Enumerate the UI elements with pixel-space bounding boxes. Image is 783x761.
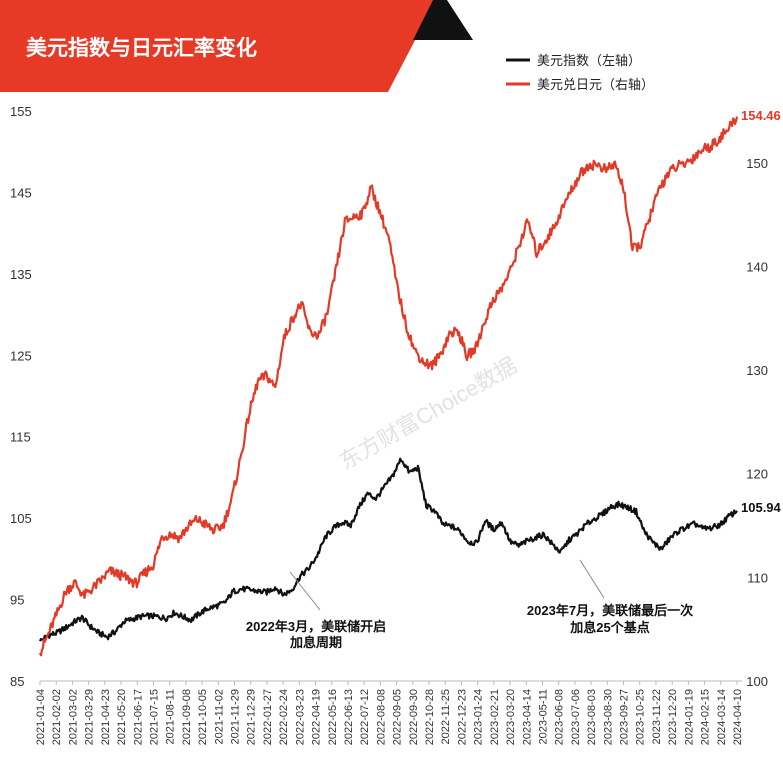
x-tick-label: 2022-08-08	[375, 689, 387, 745]
chart-title: 美元指数与日元汇率变化	[26, 36, 257, 60]
x-tick-label: 2023-07-06	[570, 689, 582, 745]
right-tick-label: 140	[746, 259, 768, 274]
legend: 美元指数（左轴） 美元兑日元（右轴）	[506, 53, 654, 92]
x-tick-label: 2021-02-02	[51, 689, 63, 745]
right-tick-label: 110	[747, 570, 768, 585]
x-tick-label: 2021-11-29	[230, 689, 242, 744]
x-tick-label: 2022-02-24	[278, 689, 290, 745]
x-tick-label: 2024-01-19	[683, 689, 695, 745]
x-tick-label: 2021-07-15	[148, 689, 160, 745]
x-tick-label: 2024-02-15	[700, 689, 712, 745]
x-tick-label: 2022-09-05	[392, 689, 404, 745]
right-tick-label: 130	[746, 363, 768, 378]
left-axis: 85 95 105 115 125 135 145 155	[10, 104, 32, 689]
right-tick-label: 150	[746, 156, 768, 171]
x-tick-label: 2023-04-14	[521, 689, 533, 745]
x-tick-label: 2022-01-27	[262, 689, 274, 745]
x-axis: 2021-01-04 2021-02-02 2021-03-02 2021-03-29…	[35, 681, 744, 745]
left-tick-label: 135	[10, 267, 32, 282]
banner-accent	[413, 0, 473, 40]
x-tick-label: 2022-05-16	[327, 689, 339, 745]
left-tick-label: 155	[10, 104, 32, 119]
annotation-2023-line2: 加息25个基点	[569, 620, 649, 635]
end-label-jpy: 154.46	[741, 108, 781, 123]
x-tick-label: 2022-04-19	[311, 689, 323, 745]
x-tick-label: 2021-09-08	[181, 689, 193, 745]
x-tick-label: 2021-01-04	[35, 689, 47, 745]
end-label-usd: 105.94	[741, 500, 782, 515]
x-tick-label: 2021-04-23	[100, 689, 112, 745]
annotation-leader-2022	[289, 571, 321, 611]
x-tick-label: 2023-12-20	[667, 689, 679, 745]
x-tick-label: 2021-08-11	[165, 689, 177, 744]
annotation-2023-line1: 2023年7月，美联储最后一次	[527, 603, 693, 618]
title-banner	[0, 0, 436, 92]
x-tick-label: 2021-11-02	[213, 689, 225, 744]
annotation-2022-line1: 2022年3月，美联储开启	[246, 619, 386, 634]
watermark: 东方财富Choice数据	[335, 352, 521, 474]
x-tick-label: 2024-04-10	[732, 689, 744, 745]
x-tick-label: 2023-01-24	[473, 689, 485, 745]
left-tick-label: 105	[10, 511, 32, 526]
x-tick-label: 2023-08-30	[602, 689, 614, 745]
x-tick-label: 2024-03-14	[716, 689, 728, 745]
right-tick-label: 120	[746, 467, 768, 482]
x-tick-label: 2022-09-30	[408, 689, 420, 745]
x-tick-label: 2022-03-23	[294, 689, 306, 745]
right-tick-label: 100	[746, 674, 768, 689]
series-line-usd-index	[39, 457, 738, 642]
x-tick-label: 2021-12-29	[246, 689, 258, 745]
left-tick-label: 85	[10, 674, 24, 689]
x-tick-label: 2023-06-08	[554, 689, 566, 745]
left-tick-label: 125	[10, 348, 32, 363]
x-tick-label: 2021-03-02	[67, 689, 79, 745]
x-tick-label: 2023-05-11	[537, 689, 549, 744]
right-axis: 100 110 120 130 140 150	[746, 156, 768, 689]
x-tick-label: 2021-10-05	[197, 689, 209, 745]
x-tick-label: 2022-10-28	[424, 689, 436, 745]
x-tick-label: 2023-08-03	[586, 689, 598, 745]
left-tick-label: 145	[10, 185, 32, 200]
x-tick-label: 2022-12-23	[456, 689, 468, 745]
x-tick-label: 2021-06-17	[132, 689, 144, 745]
series-layer	[38, 116, 739, 657]
x-tick-label: 2021-03-29	[84, 689, 96, 745]
series-line-usd-jpy	[38, 116, 739, 657]
x-tick-label: 2023-09-27	[619, 689, 631, 745]
x-tick-label: 2022-11-25	[440, 689, 452, 744]
x-tick-label: 2023-03-20	[505, 689, 517, 745]
x-tick-label: 2022-07-12	[359, 689, 371, 745]
x-tick-label: 2023-11-22	[651, 689, 663, 744]
annotation-2022-line2: 加息周期	[289, 635, 342, 650]
x-tick-label: 2023-02-21	[489, 689, 501, 745]
left-tick-label: 95	[10, 593, 24, 608]
legend-label-usd: 美元指数（左轴）	[537, 53, 641, 68]
annotation-leader-2023	[579, 559, 605, 599]
x-tick-label: 2023-10-25	[635, 689, 647, 745]
left-tick-label: 115	[10, 430, 31, 445]
x-tick-label: 2021-05-20	[116, 689, 128, 745]
legend-label-jpy: 美元兑日元（右轴）	[537, 77, 654, 92]
x-tick-label: 2022-06-13	[343, 689, 355, 745]
